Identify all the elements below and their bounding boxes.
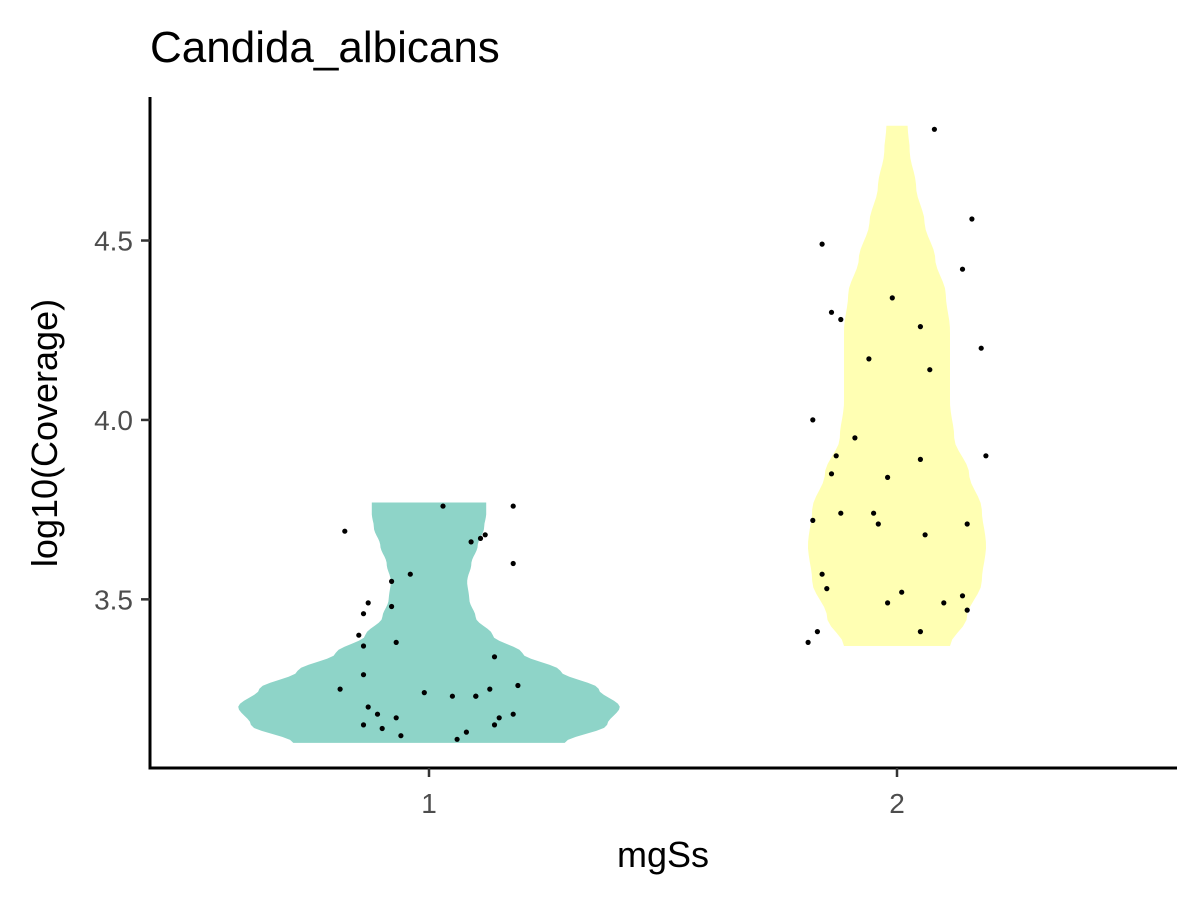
- violin-1: [238, 502, 620, 743]
- data-point: [374, 711, 381, 717]
- data-point: [454, 736, 460, 742]
- data-point: [959, 266, 966, 272]
- data-point: [379, 725, 385, 732]
- data-point: [342, 528, 348, 534]
- data-point: [964, 521, 970, 527]
- chart-title: Candida_albicans: [150, 23, 500, 72]
- data-point: [838, 510, 844, 516]
- y-tick-label: 3.5: [94, 584, 133, 615]
- data-point: [810, 417, 816, 423]
- data-point: [482, 532, 488, 538]
- data-point: [814, 629, 821, 635]
- y-tick-label: 4.0: [94, 405, 133, 436]
- y-axis-ticks: 3.5 4.0 4.5: [94, 226, 150, 615]
- data-point: [337, 686, 343, 692]
- data-point: [866, 356, 872, 362]
- data-point: [824, 586, 830, 592]
- data-point: [875, 521, 881, 527]
- data-point: [819, 571, 825, 577]
- data-point: [510, 560, 516, 567]
- data-point: [927, 367, 933, 373]
- data-point: [917, 456, 924, 462]
- data-point: [871, 510, 877, 516]
- y-axis-title: log10(Coverage): [24, 299, 65, 567]
- data-point: [510, 711, 516, 717]
- data-point: [393, 639, 399, 646]
- data-point: [959, 593, 966, 599]
- data-point: [828, 471, 835, 477]
- x-tick-label: 1: [421, 788, 437, 819]
- data-point: [885, 600, 891, 606]
- data-point: [931, 126, 938, 132]
- data-point: [468, 539, 474, 545]
- data-point: [360, 672, 367, 678]
- data-point: [978, 345, 984, 351]
- data-point: [356, 632, 362, 638]
- data-point: [477, 535, 484, 542]
- data-point: [917, 324, 924, 330]
- violin-2: [808, 125, 986, 646]
- y-tick-label: 4.5: [94, 226, 133, 257]
- data-point: [819, 241, 825, 247]
- data-point: [389, 603, 395, 610]
- data-point: [389, 578, 395, 585]
- data-point: [810, 517, 816, 524]
- data-point: [393, 715, 399, 721]
- data-point: [496, 715, 502, 721]
- data-point: [515, 682, 521, 689]
- data-point: [360, 643, 367, 649]
- data-point: [463, 729, 469, 735]
- x-axis-title: mgSs: [617, 834, 709, 875]
- data-point: [421, 690, 427, 696]
- data-point: [407, 571, 413, 577]
- data-point: [828, 309, 835, 315]
- data-point: [852, 435, 858, 441]
- data-point: [440, 503, 446, 509]
- data-point: [885, 474, 891, 480]
- data-point: [983, 453, 989, 459]
- data-point: [365, 704, 371, 710]
- data-point: [922, 532, 928, 538]
- point-layer: [337, 126, 989, 742]
- data-point: [899, 589, 905, 595]
- data-point: [487, 686, 493, 692]
- data-point: [838, 316, 844, 323]
- data-point: [398, 733, 404, 739]
- data-point: [365, 600, 371, 606]
- data-point: [510, 503, 516, 509]
- data-point: [360, 611, 367, 617]
- data-point: [969, 216, 975, 222]
- data-point: [491, 722, 498, 728]
- data-point: [360, 722, 367, 728]
- data-point: [964, 607, 970, 613]
- data-point: [889, 295, 895, 301]
- data-point: [941, 600, 947, 606]
- data-point: [833, 453, 839, 459]
- x-tick-label: 2: [889, 788, 905, 819]
- data-point: [805, 639, 811, 646]
- data-point: [917, 629, 924, 635]
- violin-layer: [238, 125, 986, 743]
- data-point: [473, 693, 479, 699]
- data-point: [449, 693, 455, 699]
- data-point: [491, 654, 498, 660]
